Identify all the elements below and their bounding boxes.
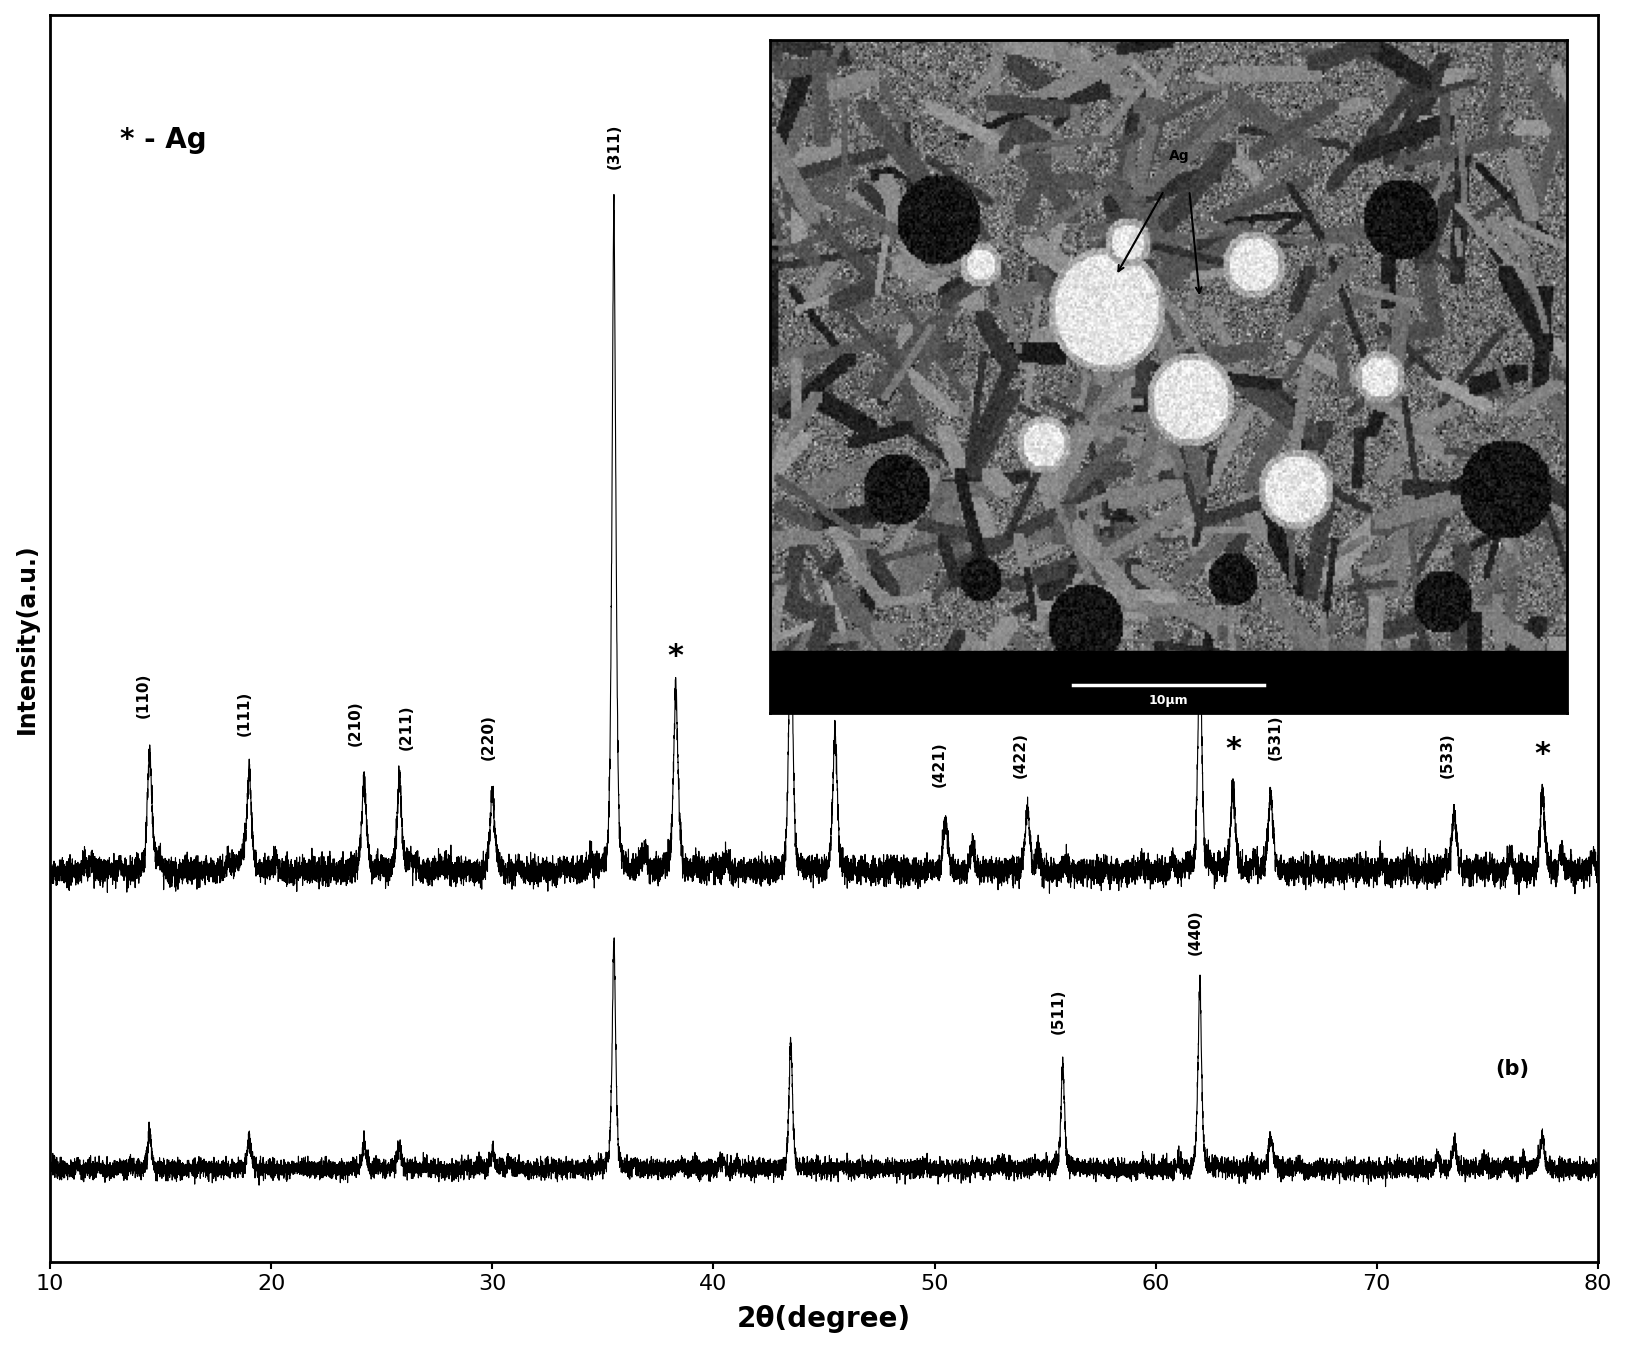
Text: (400): (400) [783,514,799,559]
Text: *: * [827,679,843,708]
Text: (210): (210) [348,700,363,745]
Text: (220): (220) [480,713,495,759]
Text: (211): (211) [399,705,413,751]
Text: *: * [1534,740,1551,768]
Text: (111): (111) [238,692,252,736]
Text: *: * [1225,735,1241,764]
X-axis label: 2θ(degree): 2θ(degree) [737,1305,911,1333]
Text: (531): (531) [1267,714,1282,759]
Text: * - Ag: * - Ag [120,125,207,154]
Text: (b): (b) [1495,1058,1529,1078]
Text: (440): (440) [1188,910,1202,954]
Text: (a): (a) [1497,573,1529,592]
Text: (511): (511) [1051,988,1066,1034]
Text: (533): (533) [1440,732,1455,778]
Text: *: * [667,642,683,671]
Text: (422): (422) [1014,732,1028,778]
Text: (421): (421) [931,741,947,787]
Text: (311): (311) [607,123,622,168]
Text: (110): (110) [135,673,150,717]
Y-axis label: Intensity(a.u.): Intensity(a.u.) [15,543,39,733]
